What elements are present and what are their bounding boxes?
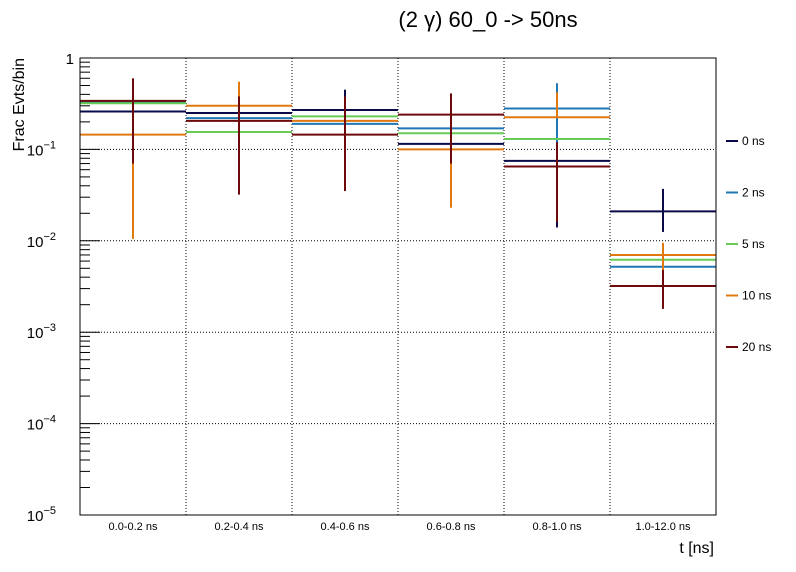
y-tick-label: 10−1 [27, 139, 56, 159]
axis-ticks [80, 57, 100, 516]
legend-entry: 10 ns [742, 289, 771, 303]
y-tick-label: 10−2 [27, 231, 56, 251]
x-category-label: 0.4-0.6 ns [321, 521, 370, 533]
legend: 0 ns 2 ns 5 ns 10 ns 20 ns [726, 134, 771, 354]
x-category-label: 1.0-12.0 ns [635, 521, 691, 533]
data-marks [80, 78, 716, 309]
series-20-ns [80, 78, 716, 309]
y-tick-labels: 1 10−1 10−2 10−3 10−4 10−5 [27, 51, 74, 525]
x-category-label: 0.6-0.8 ns [427, 521, 476, 533]
plot-frame [79, 57, 717, 516]
x-category-label: 0.2-0.4 ns [215, 521, 264, 533]
chart-title: (2 γ) 60_0 -> 50ns [398, 7, 577, 32]
legend-entry: 5 ns [742, 237, 765, 251]
x-category-labels: 0.0-0.2 ns 0.2-0.4 ns 0.4-0.6 ns 0.6-0.8 ns… [109, 521, 691, 533]
x-axis-title: t [ns] [679, 540, 714, 557]
legend-entry: 20 ns [742, 340, 771, 354]
y-tick-label: 10−5 [27, 505, 56, 525]
y-tick-label: 10−3 [27, 322, 56, 342]
legend-entry: 0 ns [742, 134, 765, 148]
y-axis-title: Frac Evts/bin [11, 58, 28, 151]
x-category-label: 0.8-1.0 ns [533, 521, 582, 533]
y-tick-label: 1 [66, 51, 74, 68]
x-category-label: 0.0-0.2 ns [109, 521, 158, 533]
y-tick-label: 10−4 [27, 414, 56, 434]
legend-entry: 2 ns [742, 186, 765, 200]
